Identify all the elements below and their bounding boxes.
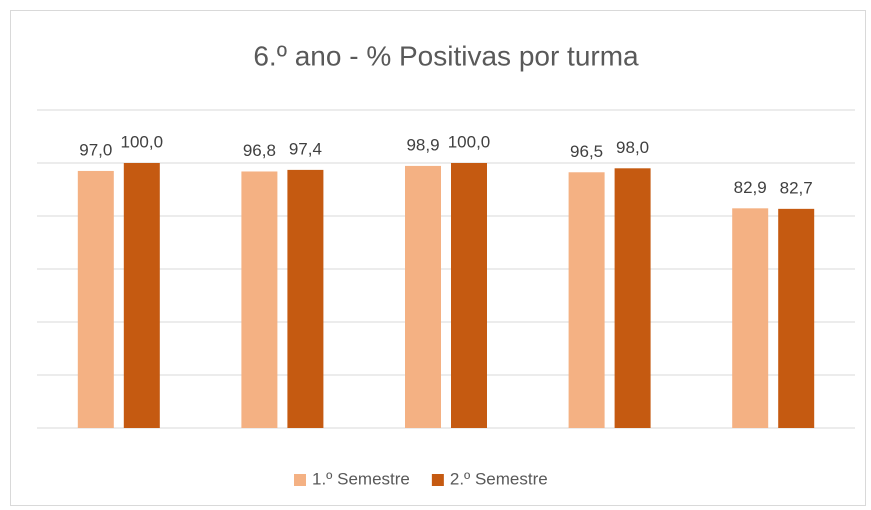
data-label: 82,9 <box>734 178 767 197</box>
chart-title: 6.º ano - % Positivas por turma <box>253 40 639 71</box>
bar <box>778 208 815 428</box>
data-label: 100,0 <box>448 132 491 151</box>
bar <box>614 168 651 429</box>
data-label: 100,0 <box>121 132 164 151</box>
legend-swatch <box>294 474 306 486</box>
data-label: 97,0 <box>79 140 112 159</box>
bar <box>77 170 114 428</box>
bar <box>123 163 160 428</box>
bar <box>568 172 605 428</box>
legend-label: 2.º Semestre <box>450 469 548 488</box>
bar <box>405 165 441 429</box>
legend-swatch <box>431 474 444 486</box>
bar <box>241 171 278 429</box>
data-label: 97,4 <box>289 139 322 158</box>
legend-label: 1.º Semestre <box>312 469 410 488</box>
data-label: 96,8 <box>243 141 276 160</box>
data-label: 82,7 <box>780 178 813 197</box>
bar <box>732 208 769 428</box>
data-label: 96,5 <box>570 142 603 161</box>
bar <box>287 169 324 428</box>
bar <box>451 163 487 428</box>
data-label: 98,0 <box>616 138 649 157</box>
data-label: 98,9 <box>406 135 439 154</box>
